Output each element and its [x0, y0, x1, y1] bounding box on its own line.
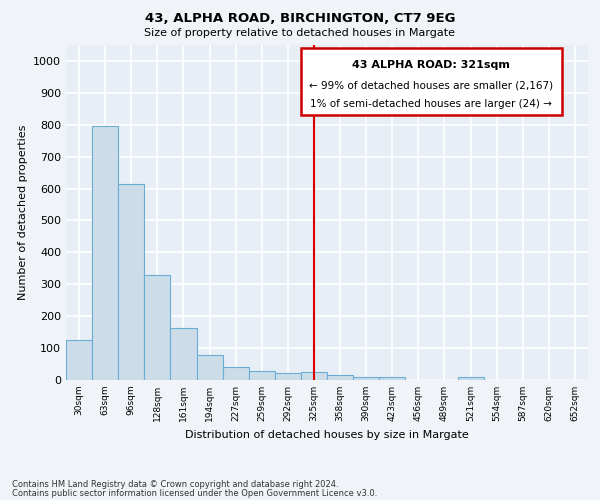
Text: Contains public sector information licensed under the Open Government Licence v3: Contains public sector information licen… [12, 488, 377, 498]
Bar [66, 340, 92, 380]
Bar [275, 373, 301, 380]
Bar [170, 328, 197, 380]
Bar [301, 372, 327, 380]
Bar [327, 375, 353, 380]
Bar [118, 184, 145, 380]
Bar [197, 355, 223, 380]
Bar [145, 274, 170, 380]
Bar [249, 372, 275, 380]
Bar [92, 126, 118, 380]
Text: Contains HM Land Registry data © Crown copyright and database right 2024.: Contains HM Land Registry data © Crown c… [12, 480, 338, 489]
Bar [379, 378, 406, 380]
Text: 1% of semi-detached houses are larger (24) →: 1% of semi-detached houses are larger (2… [310, 99, 553, 109]
Bar [301, 48, 562, 115]
Bar [458, 378, 484, 380]
X-axis label: Distribution of detached houses by size in Margate: Distribution of detached houses by size … [185, 430, 469, 440]
Y-axis label: Number of detached properties: Number of detached properties [17, 125, 28, 300]
Text: ← 99% of detached houses are smaller (2,167): ← 99% of detached houses are smaller (2,… [310, 80, 553, 90]
Text: Size of property relative to detached houses in Margate: Size of property relative to detached ho… [145, 28, 455, 38]
Bar [223, 367, 249, 380]
Text: 43 ALPHA ROAD: 321sqm: 43 ALPHA ROAD: 321sqm [352, 60, 511, 70]
Text: 43, ALPHA ROAD, BIRCHINGTON, CT7 9EG: 43, ALPHA ROAD, BIRCHINGTON, CT7 9EG [145, 12, 455, 26]
Bar [353, 378, 379, 380]
